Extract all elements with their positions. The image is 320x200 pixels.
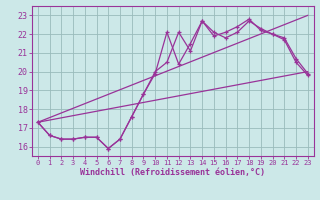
X-axis label: Windchill (Refroidissement éolien,°C): Windchill (Refroidissement éolien,°C) — [80, 168, 265, 177]
